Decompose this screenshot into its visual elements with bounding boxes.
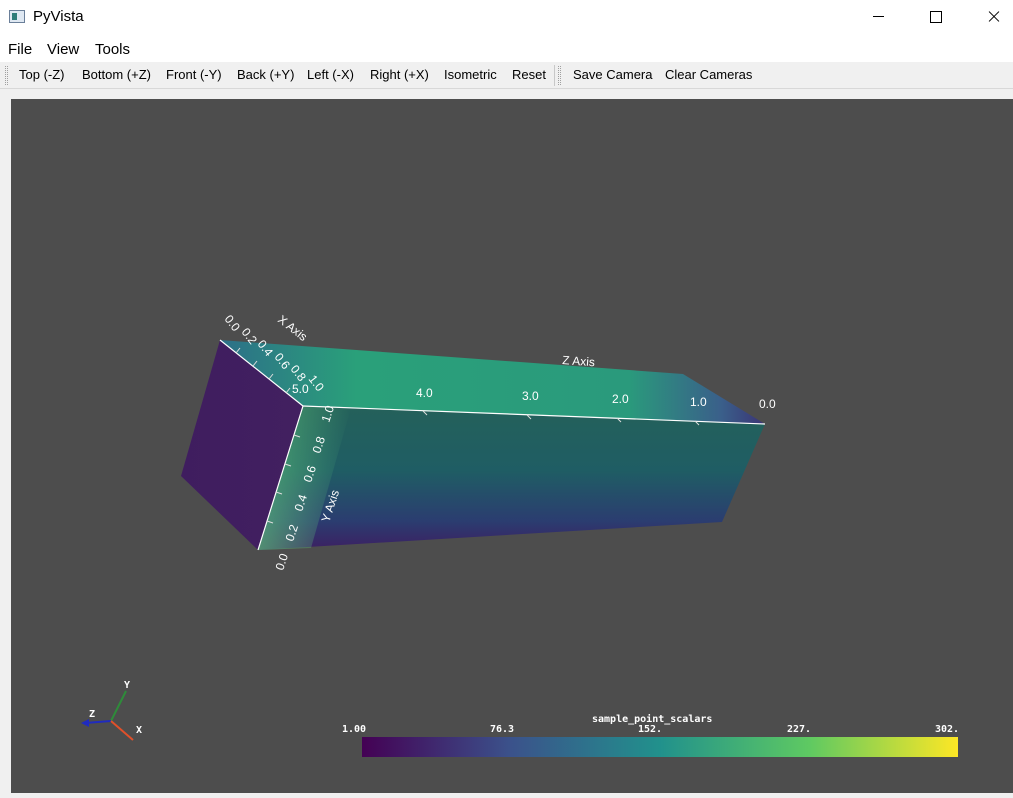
- scalar-bar-tick: 227.: [787, 724, 811, 735]
- mesh-front-face: [258, 406, 765, 550]
- mesh-top-face: [220, 340, 765, 424]
- z-tick-label: 1.0: [690, 395, 707, 409]
- z-axis-title: Z Axis: [562, 353, 596, 369]
- z-axis-line: [302, 405, 766, 425]
- orientation-y-label: Y: [124, 680, 130, 691]
- view-left-button[interactable]: Left (-X): [307, 67, 354, 82]
- x-tick-label: 0.0: [222, 312, 244, 334]
- menu-file[interactable]: File: [8, 41, 33, 58]
- z-tick-label: 5.0: [292, 382, 309, 396]
- scene-canvas: X Axis 0.0 0.2 0.4 0.6 0.8 1.0 Y Axis 0.…: [81, 312, 959, 757]
- x-axis-title: X Axis: [275, 312, 310, 344]
- render-viewport[interactable]: X Axis 0.0 0.2 0.4 0.6 0.8 1.0 Y Axis 0.…: [11, 99, 1013, 793]
- toolbar-separator: [554, 65, 555, 86]
- y-tick-label: 0.2: [283, 522, 302, 543]
- z-tick-label: 2.0: [612, 392, 629, 406]
- scalar-bar-tick: 1.00: [342, 724, 366, 735]
- view-right-button[interactable]: Right (+X): [370, 67, 429, 82]
- x-axis-line: [219, 339, 304, 407]
- close-button[interactable]: [965, 0, 1013, 34]
- z-tick-label: 3.0: [522, 389, 539, 403]
- scalar-bar-title: sample_point_scalars: [592, 713, 712, 725]
- view-front-button[interactable]: Front (-Y): [166, 67, 222, 82]
- orientation-z-label: Z: [89, 709, 95, 720]
- scalar-bar-tick: 76.3: [490, 724, 514, 735]
- y-axis-line: [257, 405, 304, 551]
- window-title: PyVista: [33, 8, 84, 25]
- menu-tools[interactable]: Tools: [95, 41, 131, 58]
- app-icon: [9, 10, 25, 23]
- mesh-rim-highlight: [258, 406, 351, 550]
- scalar-bar: [362, 737, 958, 757]
- view-bottom-button[interactable]: Bottom (+Z): [82, 67, 151, 82]
- y-tick-label: 0.0: [273, 551, 292, 572]
- z-tick-label: 0.0: [759, 397, 776, 411]
- view-top-button[interactable]: Top (-Z): [19, 67, 65, 82]
- toolbar-grip[interactable]: [5, 66, 8, 85]
- reset-view-button[interactable]: Reset: [512, 67, 546, 82]
- z-tick-label: 4.0: [416, 386, 433, 400]
- mesh-end-face: [181, 340, 303, 550]
- maximize-button[interactable]: [907, 0, 965, 34]
- view-isometric-button[interactable]: Isometric: [444, 67, 497, 82]
- view-back-button[interactable]: Back (+Y): [237, 67, 295, 82]
- y-tick-label: 0.8: [310, 434, 329, 455]
- orientation-axes-widget[interactable]: Y Z X: [81, 680, 142, 741]
- toolbar: Top (-Z) Bottom (+Z) Front (-Y) Back (+Y…: [0, 62, 1013, 89]
- y-tick-label: 1.0: [319, 403, 338, 424]
- y-tick-label: 0.6: [301, 463, 320, 484]
- menu-bar: File View Tools: [0, 36, 1013, 62]
- toolbar-grip[interactable]: [558, 66, 561, 85]
- title-bar: PyVista: [0, 0, 1013, 36]
- y-tick-label: 0.4: [292, 492, 311, 513]
- scalar-bar-tick: 152.: [638, 724, 662, 735]
- save-camera-button[interactable]: Save Camera: [573, 67, 653, 82]
- menu-view[interactable]: View: [47, 41, 80, 58]
- clear-cameras-button[interactable]: Clear Cameras: [665, 67, 753, 82]
- axis-ticks: [235, 347, 700, 524]
- scalar-bar-tick: 302.: [935, 724, 959, 735]
- orientation-x-label: X: [136, 725, 142, 736]
- minimize-button[interactable]: [850, 0, 908, 34]
